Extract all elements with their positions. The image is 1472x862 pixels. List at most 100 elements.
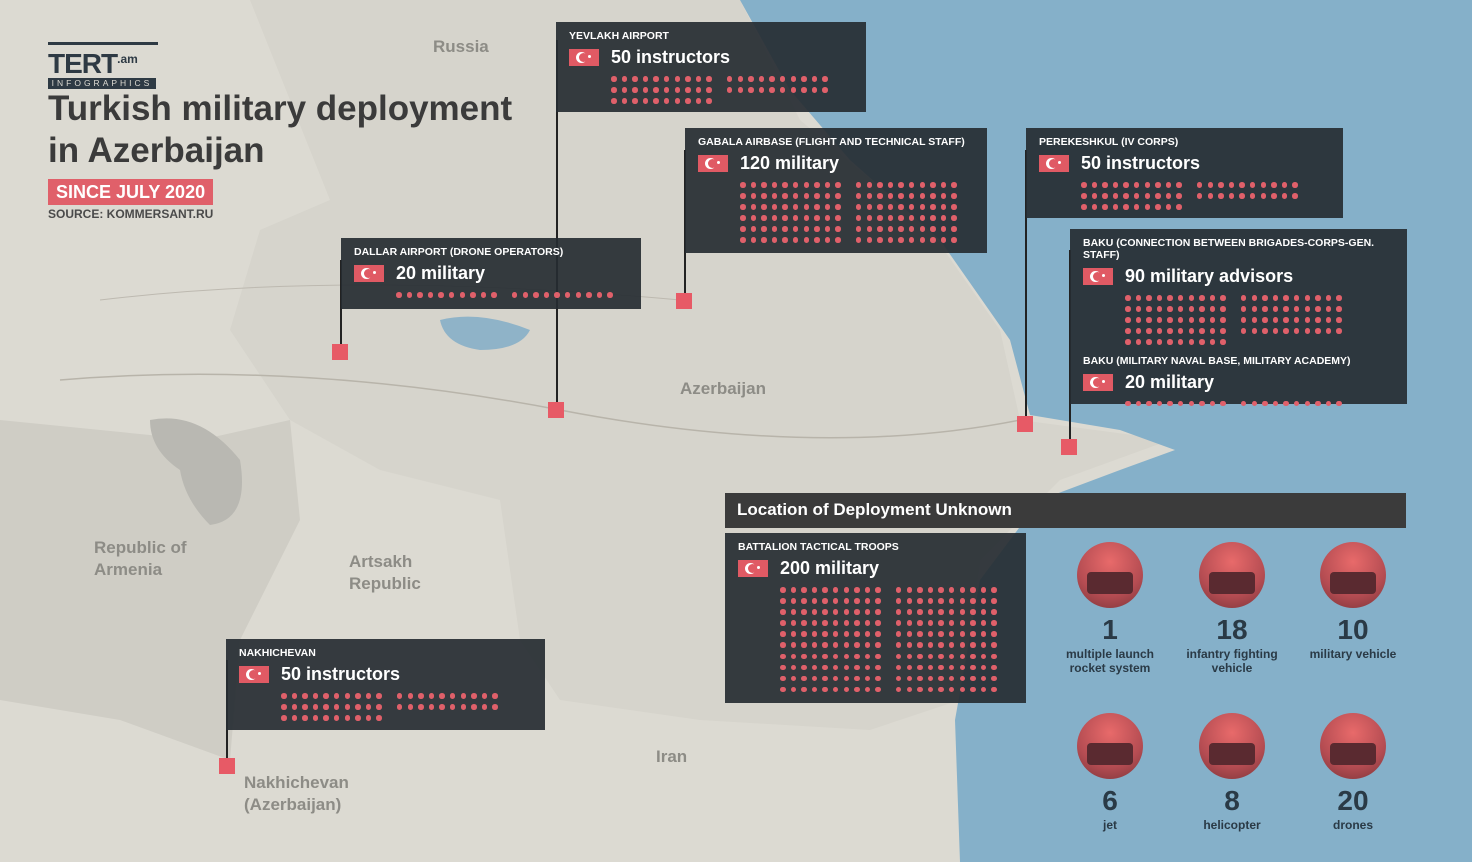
personnel-dot xyxy=(740,237,746,243)
personnel-dot xyxy=(832,609,839,615)
turkish-flag-icon xyxy=(738,560,768,577)
personnel-dot xyxy=(1081,193,1087,199)
personnel-dot xyxy=(854,664,860,671)
personnel-dot xyxy=(970,664,976,671)
personnel-dot xyxy=(1199,317,1205,323)
personnel-dot xyxy=(396,693,403,699)
personnel-dot xyxy=(1125,400,1131,407)
personnel-dot xyxy=(1135,400,1142,407)
personnel-dot xyxy=(938,664,944,671)
personnel-dot xyxy=(835,182,841,188)
personnel-dot xyxy=(1165,182,1172,188)
equipment-number: 6 xyxy=(1102,785,1118,816)
personnel-dot xyxy=(938,653,944,660)
marker-baku[interactable] xyxy=(1061,439,1077,455)
personnel-dot xyxy=(906,664,913,671)
personnel-dot xyxy=(991,653,997,660)
personnel-dot xyxy=(1262,306,1268,312)
personnel-dot xyxy=(1283,328,1289,334)
equipment-item: 6 jet xyxy=(1050,713,1170,832)
source-text: SOURCE: KOMMERSANT.RU xyxy=(48,207,214,221)
personnel-dot xyxy=(726,76,733,82)
deployment-caption: NAKHICHEVAN xyxy=(239,647,316,659)
personnel-dots xyxy=(1125,295,1394,345)
personnel-dot xyxy=(761,237,767,243)
personnel-dot xyxy=(1240,328,1247,334)
marker-gabala[interactable] xyxy=(676,293,692,309)
personnel-dot xyxy=(927,686,934,693)
personnel-dot xyxy=(771,193,778,199)
lake-sevan xyxy=(150,418,242,525)
personnel-dot xyxy=(877,226,883,232)
personnel-dot xyxy=(1272,295,1279,301)
personnel-dot xyxy=(917,587,923,593)
personnel-dot xyxy=(418,704,424,710)
personnel-dot xyxy=(1283,306,1289,312)
personnel-dot xyxy=(864,620,871,626)
personnel-dot xyxy=(1135,328,1142,334)
personnel-dot xyxy=(1283,295,1289,301)
personnel-dot xyxy=(1156,306,1163,312)
personnel-dot xyxy=(927,598,934,604)
personnel-dot xyxy=(596,292,603,298)
personnel-dot xyxy=(782,237,788,243)
personnel-dot xyxy=(814,204,820,210)
personnel-dot xyxy=(927,620,934,626)
marker-yevlakh[interactable] xyxy=(548,402,564,418)
personnel-dot xyxy=(780,686,786,693)
personnel-dot xyxy=(1218,182,1224,188)
personnel-dot xyxy=(1239,193,1245,199)
personnel-dot xyxy=(959,664,965,671)
personnel-dot xyxy=(1260,182,1266,188)
personnel-dot xyxy=(448,292,455,298)
personnel-dot xyxy=(771,237,778,243)
equipment-number: 18 xyxy=(1216,614,1248,645)
personnel-dot xyxy=(864,642,871,648)
marker-nakhichevan[interactable] xyxy=(219,758,235,774)
personnel-dot xyxy=(854,642,860,648)
personnel-dot xyxy=(843,686,850,693)
marker-perekeshkul[interactable] xyxy=(1017,416,1033,432)
personnel-dot xyxy=(803,193,810,199)
personnel-dot xyxy=(621,76,628,82)
personnel-dot xyxy=(843,653,850,660)
personnel-dot xyxy=(1209,339,1216,345)
personnel-dot xyxy=(1315,306,1321,312)
personnel-dot xyxy=(991,686,997,693)
personnel-dot xyxy=(780,664,786,671)
personnel-dot xyxy=(291,715,298,721)
personnel-dot xyxy=(302,715,308,721)
personnel-dot xyxy=(1325,317,1332,323)
equipment-number: 10 xyxy=(1337,614,1369,645)
personnel-dot xyxy=(980,587,987,593)
personnel-dot xyxy=(811,609,818,615)
personnel-dot xyxy=(801,609,807,615)
label-iran: Iran xyxy=(656,747,688,766)
personnel-dot xyxy=(801,653,807,660)
personnel-dot xyxy=(940,237,947,243)
personnel-dot xyxy=(779,87,786,93)
personnel-dot xyxy=(906,620,913,626)
personnel-dot xyxy=(1112,182,1119,188)
deployment-caption: PEREKESHKUL (IV CORPS) xyxy=(1039,136,1179,148)
personnel-dots xyxy=(281,693,532,721)
personnel-dot xyxy=(1196,182,1203,188)
personnel-dot xyxy=(811,675,818,682)
deployment-caption: GABALA AIRBASE (FLIGHT AND TECHNICAL STA… xyxy=(698,136,965,148)
equipment-item: 20 drones xyxy=(1293,713,1413,832)
personnel-dot xyxy=(1146,328,1152,334)
turkish-flag-icon xyxy=(698,155,728,172)
personnel-dot xyxy=(811,620,818,626)
personnel-dot xyxy=(1209,328,1216,334)
personnel-dot xyxy=(898,237,904,243)
personnel-dot xyxy=(866,215,873,221)
personnel-dot xyxy=(323,704,329,710)
personnel-dot xyxy=(1220,339,1226,345)
marker-dallar[interactable] xyxy=(332,344,348,360)
personnel-dot xyxy=(854,609,860,615)
personnel-dot xyxy=(906,598,913,604)
personnel-dot xyxy=(898,215,904,221)
personnel-dot xyxy=(1272,306,1279,312)
personnel-dot xyxy=(780,642,786,648)
personnel-dot xyxy=(948,620,955,626)
